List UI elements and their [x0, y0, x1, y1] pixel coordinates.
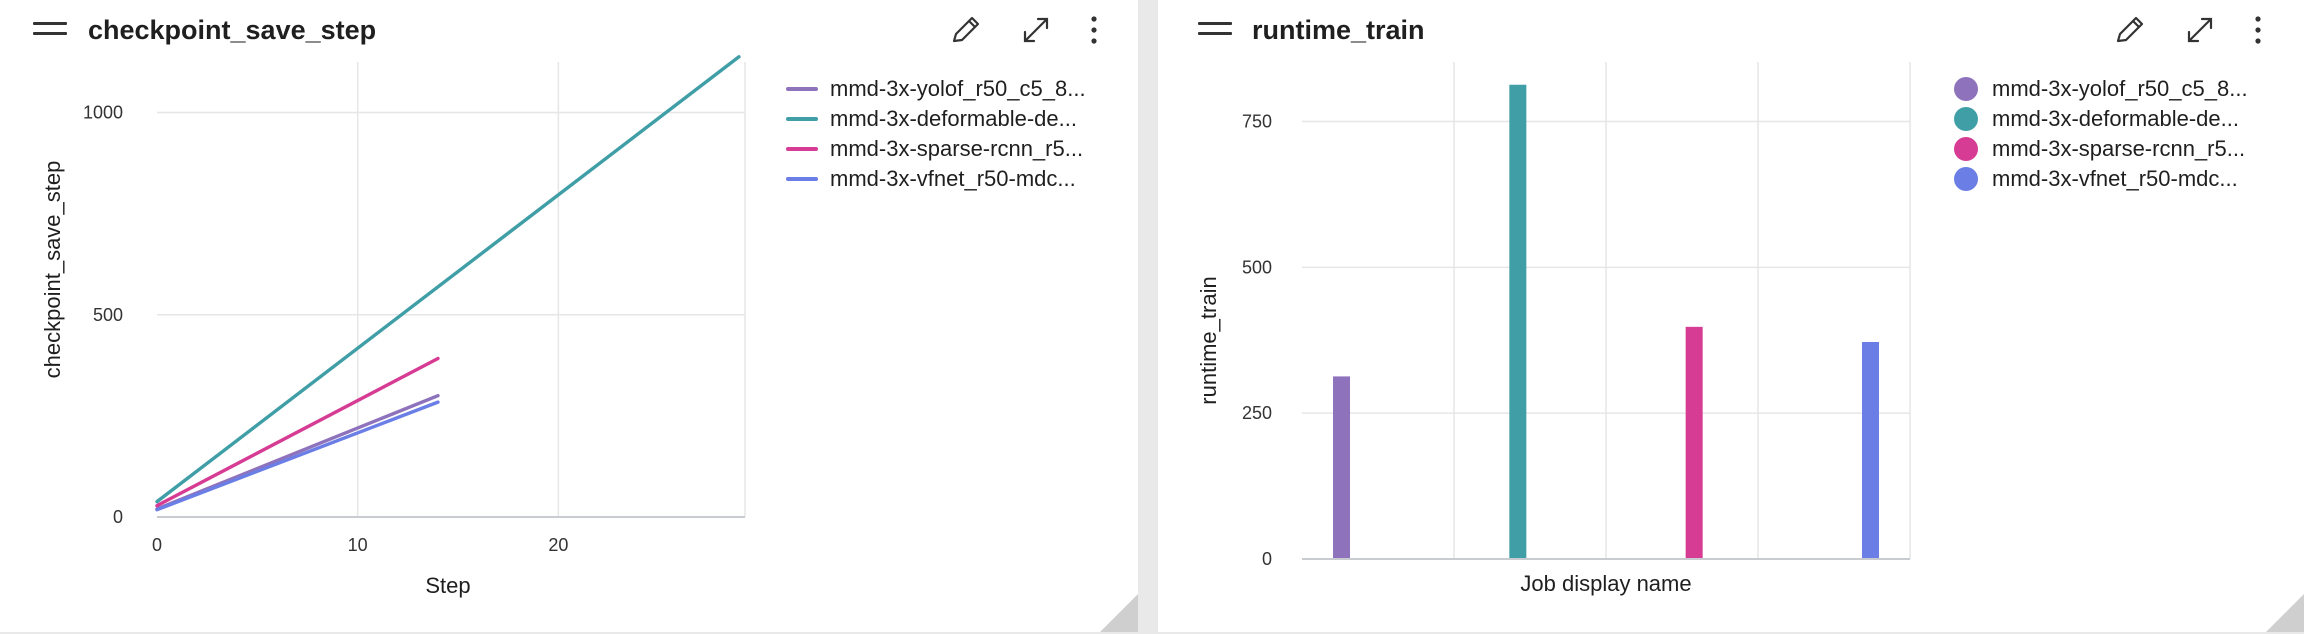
legend-label: mmd-3x-vfnet_r50-mdc... — [1992, 166, 2238, 191]
resize-handle-icon[interactable] — [1096, 590, 1138, 632]
y-tick-label: 1000 — [83, 103, 123, 123]
runtime-train-panel: runtime_train 0 250 500 750 Job display name… — [1158, 0, 2304, 632]
legend-label: mmd-3x-yolof_r50_c5_8... — [830, 76, 1086, 101]
bar[interactable] — [1861, 342, 1879, 559]
y-tick-label: 0 — [113, 507, 123, 527]
legend-swatch — [786, 177, 818, 181]
legend-item[interactable]: mmd-3x-yolof_r50_c5_8... — [786, 74, 1086, 104]
y-axis-label: runtime_train — [1196, 276, 1221, 404]
edit-button[interactable] — [2108, 10, 2152, 50]
y-tick-label: 750 — [1242, 112, 1272, 132]
panel-title: checkpoint_save_step — [88, 15, 377, 45]
pencil-icon — [2116, 16, 2144, 43]
more-vertical-icon — [2255, 16, 2261, 44]
y-tick-label: 500 — [93, 305, 123, 325]
bar-chart: 0 250 500 750 Job display name runtime_train — [1196, 62, 1911, 596]
legend-label: mmd-3x-deformable-de... — [1992, 106, 2239, 131]
legend-swatch — [786, 147, 818, 151]
x-axis-label: Step — [425, 573, 470, 598]
expand-button[interactable] — [1014, 10, 1058, 50]
y-tick-label: 0 — [1262, 549, 1272, 569]
y-tick-label: 500 — [1242, 257, 1272, 277]
bar[interactable] — [1333, 376, 1351, 559]
series-line[interactable] — [155, 55, 741, 504]
legend-item[interactable]: mmd-3x-deformable-de... — [1954, 104, 2248, 134]
series-line[interactable] — [155, 356, 440, 508]
legend-swatch — [786, 87, 818, 91]
line-chart: 0 10 20 0 500 1000 Step checkpoint_save_step — [40, 55, 746, 598]
more-options-button[interactable] — [1072, 10, 1116, 50]
legend-item[interactable]: mmd-3x-vfnet_r50-mdc... — [786, 164, 1086, 194]
panel-title: runtime_train — [1252, 15, 1425, 45]
legend-item[interactable]: mmd-3x-deformable-de... — [786, 104, 1086, 134]
series-line[interactable] — [155, 400, 440, 512]
legend-label: mmd-3x-sparse-rcnn_r5... — [830, 136, 1084, 161]
legend-swatch — [1954, 137, 1978, 161]
legend-swatch — [1954, 107, 1978, 131]
x-axis-label: Job display name — [1520, 571, 1691, 596]
legend-swatch — [1954, 77, 1978, 101]
pencil-icon — [952, 16, 980, 43]
bar[interactable] — [1509, 84, 1527, 559]
bar[interactable] — [1685, 326, 1703, 559]
x-tick-label: 10 — [348, 535, 368, 555]
drag-handle-icon[interactable] — [33, 22, 67, 38]
legend-item[interactable]: mmd-3x-sparse-rcnn_r5... — [1954, 134, 2248, 164]
edit-button[interactable] — [944, 10, 988, 50]
legend-label: mmd-3x-vfnet_r50-mdc... — [830, 166, 1076, 191]
x-tick-label: 0 — [152, 535, 162, 555]
line-chart-legend: mmd-3x-yolof_r50_c5_8... mmd-3x-deformabl… — [786, 74, 1086, 194]
more-vertical-icon — [1091, 16, 1097, 44]
legend-item[interactable]: mmd-3x-sparse-rcnn_r5... — [786, 134, 1086, 164]
more-options-button[interactable] — [2236, 10, 2280, 50]
x-tick-label: 20 — [548, 535, 568, 555]
legend-label: mmd-3x-yolof_r50_c5_8... — [1992, 76, 2248, 101]
drag-handle-icon[interactable] — [1198, 22, 1232, 38]
bar-chart-legend: mmd-3x-yolof_r50_c5_8... mmd-3x-deformabl… — [1954, 74, 2248, 194]
legend-item[interactable]: mmd-3x-vfnet_r50-mdc... — [1954, 164, 2248, 194]
legend-swatch — [786, 117, 818, 121]
resize-handle-icon[interactable] — [2262, 590, 2304, 632]
y-tick-label: 250 — [1242, 403, 1272, 423]
legend-label: mmd-3x-deformable-de... — [830, 106, 1077, 131]
expand-icon — [2187, 17, 2213, 43]
checkpoint-save-step-panel: checkpoint_save_step 0 10 20 0 500 1000 Step ch… — [0, 0, 1138, 632]
expand-icon — [1023, 17, 1049, 43]
expand-button[interactable] — [2178, 10, 2222, 50]
y-axis-label: checkpoint_save_step — [40, 161, 65, 379]
legend-item[interactable]: mmd-3x-yolof_r50_c5_8... — [1954, 74, 2248, 104]
legend-label: mmd-3x-sparse-rcnn_r5... — [1992, 136, 2246, 161]
legend-swatch — [1954, 167, 1978, 191]
